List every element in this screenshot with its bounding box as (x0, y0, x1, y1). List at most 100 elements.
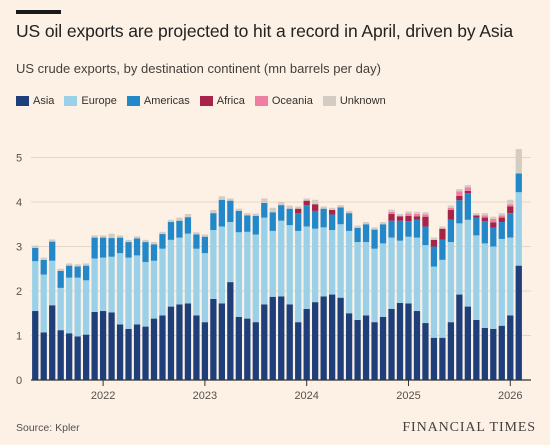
bar-segment-unknown (176, 217, 183, 221)
bar-segment-unknown (464, 185, 471, 188)
bar-segment-asia (235, 316, 242, 380)
bar-segment-europe (235, 232, 242, 317)
bar-segment-europe (66, 277, 73, 334)
bar-segment-unknown (269, 207, 276, 213)
legend-item-oceania: Oceania (254, 95, 313, 107)
bar-segment-asia (329, 294, 336, 380)
bar-segment-americas (235, 210, 242, 233)
bar-segment-americas (184, 217, 192, 234)
bar-segment-unknown (57, 268, 64, 271)
bar-segment-asia (108, 312, 115, 380)
bar-segment-americas (337, 207, 344, 225)
bar-segment-asia (362, 315, 370, 380)
bar-segment-unknown (235, 208, 242, 211)
bar-segment-americas (329, 214, 336, 231)
bar-segment-europe (57, 287, 64, 331)
bar-segment-americas (456, 200, 463, 224)
bar-segment-unknown (83, 263, 90, 266)
bar-segment-asia (396, 303, 404, 380)
bar-segment-unknown (507, 199, 514, 205)
bar-segment-unknown (473, 213, 480, 216)
bar-segment-unknown (498, 213, 505, 216)
bar-segment-africa (507, 206, 514, 214)
bar-segment-africa (439, 228, 446, 240)
bar-segment-unknown (371, 227, 378, 230)
bar-segment-asia (286, 304, 293, 380)
legend-label: Americas (143, 95, 190, 107)
bar-segment-americas (430, 246, 438, 267)
bar-segment-americas (150, 244, 158, 261)
legend-item-europe: Europe (64, 95, 117, 107)
bar-segment-americas (218, 199, 225, 227)
bar-segment-europe (49, 260, 56, 306)
bar-segment-unknown (261, 198, 268, 203)
bar-segment-asia (159, 315, 166, 380)
bar-segment-americas (108, 238, 115, 257)
bar-segment-europe (396, 240, 404, 304)
bar-segment-unknown (108, 233, 115, 239)
bar-segment-americas (422, 226, 429, 246)
bar-segment-asia (481, 327, 488, 380)
bar-segment-asia (456, 294, 463, 380)
bar-segment-asia (133, 324, 141, 381)
bar-segment-americas (269, 212, 276, 231)
bar-segment-asia (261, 304, 268, 380)
bar-segment-asia (379, 316, 387, 380)
bar-segment-unknown (439, 226, 446, 229)
bar-segment-asia (49, 305, 56, 380)
bar-segment-unknown (133, 236, 141, 239)
bar-segment-asia (312, 302, 319, 381)
bar-segment-unknown (329, 207, 336, 210)
bar-segment-americas (278, 205, 285, 221)
bar-segment-europe (473, 235, 480, 320)
bar-segment-unknown (150, 242, 158, 245)
bar-segment-unknown (405, 211, 412, 214)
bar-segment-asia (116, 324, 124, 381)
bar-segment-americas (32, 247, 39, 262)
bar-segment-europe (150, 260, 158, 319)
bar-segment-oceania (464, 187, 471, 191)
bar-segment-americas (133, 238, 141, 256)
bar-segment-asia (320, 296, 327, 380)
bar-segment-asia (210, 299, 217, 380)
bar-segment-europe (32, 261, 39, 312)
legend-label: Asia (33, 95, 55, 107)
bar-segment-asia (422, 323, 429, 380)
bar-segment-unknown (354, 225, 361, 228)
bar-segment-americas (91, 237, 98, 259)
bar-segment-asia (244, 318, 251, 380)
bar-segment-asia (91, 311, 98, 380)
bar-segment-asia (303, 308, 310, 380)
bar-segment-unknown (422, 212, 429, 215)
bar-segment-americas (40, 259, 47, 275)
bar-segment-americas (345, 213, 353, 231)
bar-segment-americas (210, 213, 217, 231)
legend-swatch (64, 96, 78, 106)
bar-segment-europe (210, 230, 217, 299)
bar-segment-unknown (515, 149, 522, 174)
bar-segment-europe (184, 233, 192, 304)
bar-segment-asia (405, 303, 412, 380)
bar-segment-africa (413, 216, 421, 220)
x-tick-label: 2023 (193, 390, 217, 402)
x-tick-label: 2025 (396, 390, 420, 402)
chart-title: US oil exports are projected to hit a re… (16, 21, 513, 41)
bar-segment-americas (354, 227, 361, 243)
bar-segment-americas (439, 239, 446, 260)
bar-segment-unknown (252, 213, 259, 216)
bar-segment-americas (447, 219, 455, 243)
bar-segment-asia (167, 306, 175, 380)
bar-segment-unknown (481, 213, 488, 216)
bar-segment-europe (159, 248, 166, 316)
bar-segment-americas (295, 213, 302, 231)
legend-swatch (199, 96, 213, 106)
bar-segment-europe (345, 230, 353, 314)
bar-segment-europe (388, 237, 395, 309)
y-tick-label: 2 (16, 286, 22, 298)
bar-segment-europe (261, 217, 268, 305)
bar-segment-europe (413, 237, 421, 312)
bar-segment-americas (473, 217, 480, 236)
bar-segment-europe (176, 237, 183, 305)
bar-segment-asia (66, 333, 73, 380)
